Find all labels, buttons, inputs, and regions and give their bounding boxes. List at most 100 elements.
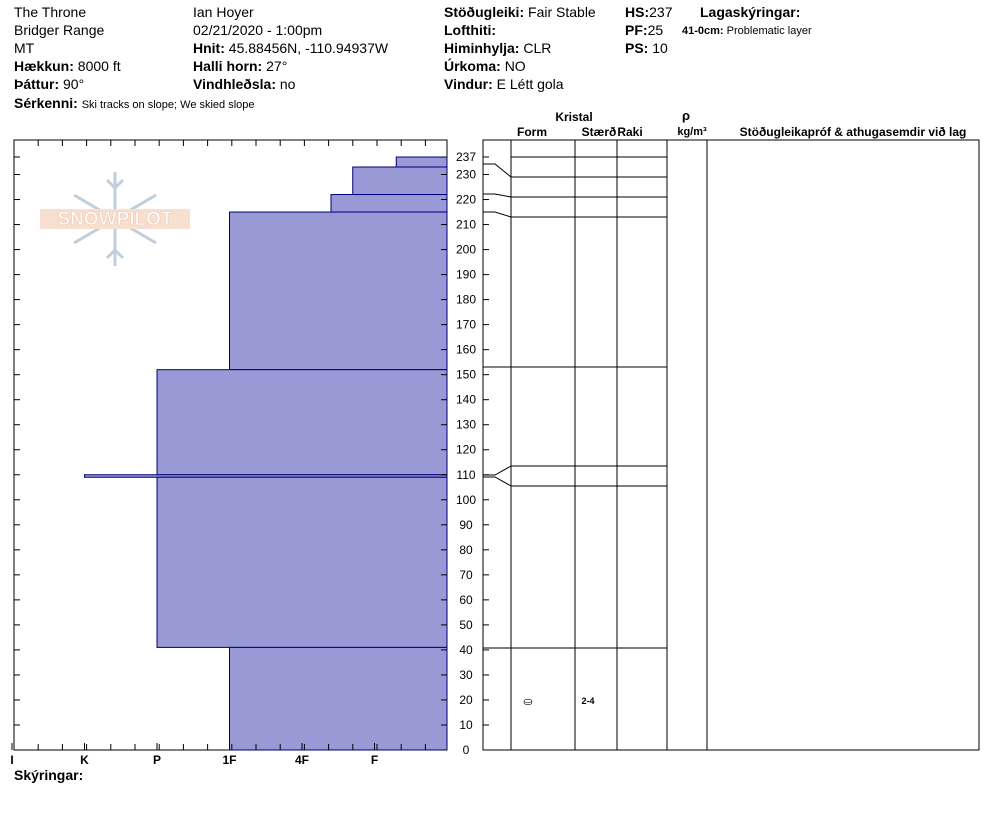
notes-label: Skýringar: [14,766,83,784]
pf-value: 25 [647,22,664,38]
wind-row: Vindur: E Létt gola [444,75,564,93]
hardness-bar [229,211,448,371]
wind-loading-value: no [279,76,296,92]
depth-tick-label: 110 [456,468,475,482]
col-density-unit: kg/m³ [677,126,707,138]
hs-row: HS:237 [625,3,672,21]
layer-boundaries [483,156,667,649]
hardness-tick-label: P [153,753,161,767]
wind-loading-row: Vindhleðsla: no [193,75,295,93]
hs-value: 237 [649,4,673,20]
slope-row: Halli horn: 27° [193,57,287,75]
logo-text: SNOWPILOT [57,209,172,230]
depth-tick-label: 90 [459,518,473,532]
depth-tick-label: 150 [456,368,476,382]
depth-tick-label: 160 [456,343,476,357]
depth-tick-label: 70 [459,568,473,582]
depth-tick-label: 170 [456,318,476,332]
depth-tick-label: 80 [459,543,473,557]
wind-value: E Létt gola [496,76,564,92]
wind-label: Vindur: [444,76,493,92]
layer-connector [483,465,512,476]
depth-tick-label: 40 [459,643,473,657]
precip-value: NO [504,58,526,74]
sky-label: Himinhylja: [444,40,520,56]
aspect-label: Þáttur: [14,76,60,92]
depth-tick-label: 180 [456,293,476,307]
depth-tick-label: 20 [459,693,473,707]
layer-connector [483,163,512,178]
features-value: Ski tracks on slope; We skied slope [81,99,255,111]
hardness-bar [330,194,448,213]
layer-connector [483,211,512,218]
sky-row: Himinhylja: CLR [444,39,551,57]
hardness-bar [156,476,448,648]
sky-value: CLR [523,40,552,56]
elevation-value: 8000 ft [77,58,121,74]
depth-tick-label: 60 [459,593,473,607]
depth-tick-label: 130 [456,418,476,432]
depth-tick-label: 140 [456,393,476,407]
snowpilot-logo: SNOWPILOT [40,172,190,266]
mountain-range: Bridger Range [14,22,105,38]
ps-value: 10 [652,40,668,56]
depth-tick-label: 100 [456,493,476,507]
hardness-bars [84,156,448,751]
stability-row: Stöðugleiki: Fair Stable [444,3,596,21]
datetime: 02/21/2020 - 1:00pm [193,22,323,38]
depth-axis: 2372302202102001901801701601501401301201… [14,150,489,757]
depth-tick-label: 230 [456,168,476,182]
layer-notes-label: Lagaskýringar: [700,3,800,21]
features-row: Sérkenni: Ski tracks on slope; We skied … [14,94,255,114]
elevation-label: Hækkun: [14,58,74,74]
hardness-axis: I K P 1F 4F F [10,140,426,767]
coords-row: Hnit: 45.88456N, -110.94937W [193,39,388,57]
col-density-symbol: ρ [682,108,690,123]
depth-tick-label: 10 [459,718,473,732]
pf-row: PF:25 [625,21,663,39]
col-size: Stærð [582,125,617,139]
layer-table-frame [482,139,980,751]
hardness-tick-label: K [80,753,89,767]
depth-tick-label: 30 [459,668,473,682]
col-tests: Stöðugleikapróf & athugasemdir við lag [740,125,967,139]
aspect-row: Þáttur: 90° [14,75,84,93]
depth-tick-label: 220 [456,193,476,207]
air-temp-label: Lofthiti: [444,22,497,38]
depth-tick-label: 0 [463,743,470,757]
grain-form-symbol: ⛀ [523,696,532,708]
hs-label: HS: [625,4,650,20]
wind-loading-label: Vindhleðsla: [193,76,276,92]
col-form: Form [517,125,547,139]
aspect-value: 90° [63,76,85,92]
hardness-tick-label: 1F [222,753,236,767]
layer-connector [483,476,512,487]
pf-label: PF: [625,22,648,38]
layer-note-row: 41-0cm: Problematic layer [682,22,812,40]
depth-tick-label: 210 [456,218,476,232]
stability-label: Stöðugleiki: [444,4,525,20]
col-moisture: Raki [617,125,642,139]
slope-value: 27° [266,58,288,74]
ps-label: PS: [625,40,649,56]
ps-row: PS: 10 [625,39,668,57]
stability-value: Fair Stable [528,4,596,20]
hardness-bar [395,156,448,168]
depth-tick-label: 237 [456,150,476,164]
depth-tick-label: 200 [456,243,476,257]
location: The Throne [14,4,87,20]
layer-connector [483,193,512,198]
layer-notes-label-text: Lagaskýringar: [700,4,801,20]
precip-label: Úrkoma: [444,58,501,74]
air-temp-row: Lofthiti: [444,21,496,39]
coords-label: Hnit: [193,40,225,56]
notes-label-text: Skýringar: [14,767,84,783]
hardness-tick-label: F [371,753,378,767]
features-label: Sérkenni: [14,95,78,111]
layer-note-text: Problematic layer [726,25,812,37]
observer: Ian Hoyer [193,4,254,20]
hardness-bar [352,166,448,196]
hardness-bar [156,369,448,476]
depth-tick-label: 190 [456,268,476,282]
